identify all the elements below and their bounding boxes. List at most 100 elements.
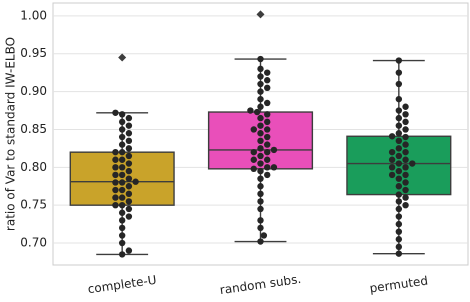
swarm-point bbox=[395, 69, 403, 76]
swarm-point bbox=[132, 178, 139, 185]
swarm-point bbox=[395, 213, 403, 220]
swarm-point bbox=[402, 118, 409, 126]
outlier bbox=[256, 10, 265, 19]
swarm-point bbox=[118, 224, 126, 232]
swarm-point bbox=[395, 183, 403, 190]
swarm-point bbox=[395, 220, 403, 228]
swarm-point bbox=[118, 194, 126, 201]
swarm-point bbox=[402, 126, 409, 133]
swarm-point bbox=[112, 109, 119, 116]
y-tick-label: 0.95 bbox=[20, 46, 47, 60]
swarm-point bbox=[395, 137, 403, 145]
swarm-point bbox=[257, 80, 264, 88]
swarm-point bbox=[270, 146, 278, 154]
swarm-point bbox=[118, 201, 126, 209]
swarm-point bbox=[125, 213, 133, 220]
swarm-point bbox=[257, 65, 264, 73]
swarm-point bbox=[257, 217, 264, 224]
x-tick-label: permuted bbox=[369, 273, 429, 295]
swarm-point bbox=[395, 228, 403, 235]
swarm-point bbox=[257, 160, 264, 167]
swarm-point bbox=[257, 167, 264, 175]
swarm-point bbox=[257, 122, 264, 129]
swarm-point bbox=[388, 133, 396, 140]
swarm-point bbox=[395, 152, 403, 160]
swarm-point bbox=[118, 111, 126, 118]
swarm-point bbox=[260, 232, 268, 239]
swarm-point bbox=[118, 148, 126, 156]
swarm-point bbox=[112, 179, 119, 186]
swarm-point bbox=[264, 77, 271, 84]
swarm-point bbox=[112, 171, 119, 179]
swarm-point bbox=[250, 156, 257, 163]
swarm-point bbox=[257, 190, 264, 198]
swarm-point bbox=[402, 103, 409, 110]
swarm-point bbox=[118, 209, 126, 216]
swarm-point bbox=[395, 205, 403, 213]
swarm-point bbox=[125, 114, 133, 122]
swarm-point bbox=[264, 141, 271, 148]
swarm-point bbox=[118, 171, 126, 179]
swarm-point bbox=[257, 198, 264, 205]
swarm-point bbox=[118, 118, 126, 126]
swarm-point bbox=[395, 80, 403, 88]
swarm-point bbox=[395, 243, 403, 251]
swarm-point bbox=[395, 122, 403, 129]
y-tick-label: 0.80 bbox=[20, 160, 47, 174]
swarm-point bbox=[395, 145, 403, 152]
swarm-point bbox=[112, 201, 119, 209]
swarm-point bbox=[125, 183, 133, 190]
swarm-point bbox=[125, 122, 133, 129]
swarm-point bbox=[388, 164, 396, 171]
swarm-point bbox=[402, 111, 409, 118]
swarm-point bbox=[125, 167, 133, 175]
swarm-point bbox=[250, 165, 257, 173]
swarm-point bbox=[395, 107, 403, 114]
swarm-point bbox=[118, 164, 126, 171]
y-tick-label: 1.00 bbox=[20, 8, 47, 22]
swarm-point bbox=[257, 88, 264, 95]
swarm-point bbox=[125, 175, 133, 182]
swarm-point bbox=[395, 236, 403, 243]
swarm-point bbox=[264, 133, 271, 141]
swarm-point bbox=[270, 164, 278, 171]
swarm-point bbox=[112, 156, 119, 163]
x-tick-label: random subs. bbox=[219, 272, 302, 297]
swarm-point bbox=[395, 175, 403, 182]
swarm-point bbox=[257, 114, 264, 122]
swarm-point bbox=[264, 156, 271, 163]
swarm-point bbox=[257, 238, 264, 245]
swarm-point bbox=[395, 114, 403, 122]
swarm-point bbox=[257, 224, 264, 232]
swarm-point bbox=[125, 152, 133, 160]
swarm-point bbox=[112, 186, 119, 194]
y-axis-label: ratio of Var to standard IW-ELBO bbox=[4, 37, 18, 231]
swarm-point bbox=[125, 145, 133, 152]
swarm-point bbox=[257, 73, 264, 80]
swarm-point bbox=[257, 95, 264, 103]
swarm-point bbox=[247, 107, 254, 114]
swarm-point bbox=[118, 217, 126, 224]
swarm-point bbox=[257, 145, 264, 152]
swarm-point bbox=[409, 160, 416, 167]
y-tick-label: 0.75 bbox=[20, 198, 47, 212]
y-tick-label: 0.70 bbox=[20, 236, 47, 250]
swarm-point bbox=[395, 191, 403, 198]
swarm-point bbox=[264, 164, 271, 171]
swarm-point bbox=[264, 84, 271, 92]
swarm-point bbox=[257, 137, 264, 145]
swarm-point bbox=[402, 164, 409, 171]
swarm-point bbox=[402, 148, 409, 156]
swarm-point bbox=[125, 160, 133, 167]
swarm-point bbox=[118, 133, 126, 141]
swarm-point bbox=[402, 133, 409, 141]
y-tick-label: 0.90 bbox=[20, 84, 47, 98]
swarm-point bbox=[402, 186, 409, 194]
swarm-point bbox=[118, 251, 126, 258]
swarm-point bbox=[112, 194, 119, 201]
swarm-point bbox=[264, 69, 271, 76]
swarm-point bbox=[395, 57, 403, 64]
swarm-point bbox=[264, 126, 271, 133]
swarm-point bbox=[395, 130, 403, 137]
swarm-point bbox=[112, 164, 119, 171]
